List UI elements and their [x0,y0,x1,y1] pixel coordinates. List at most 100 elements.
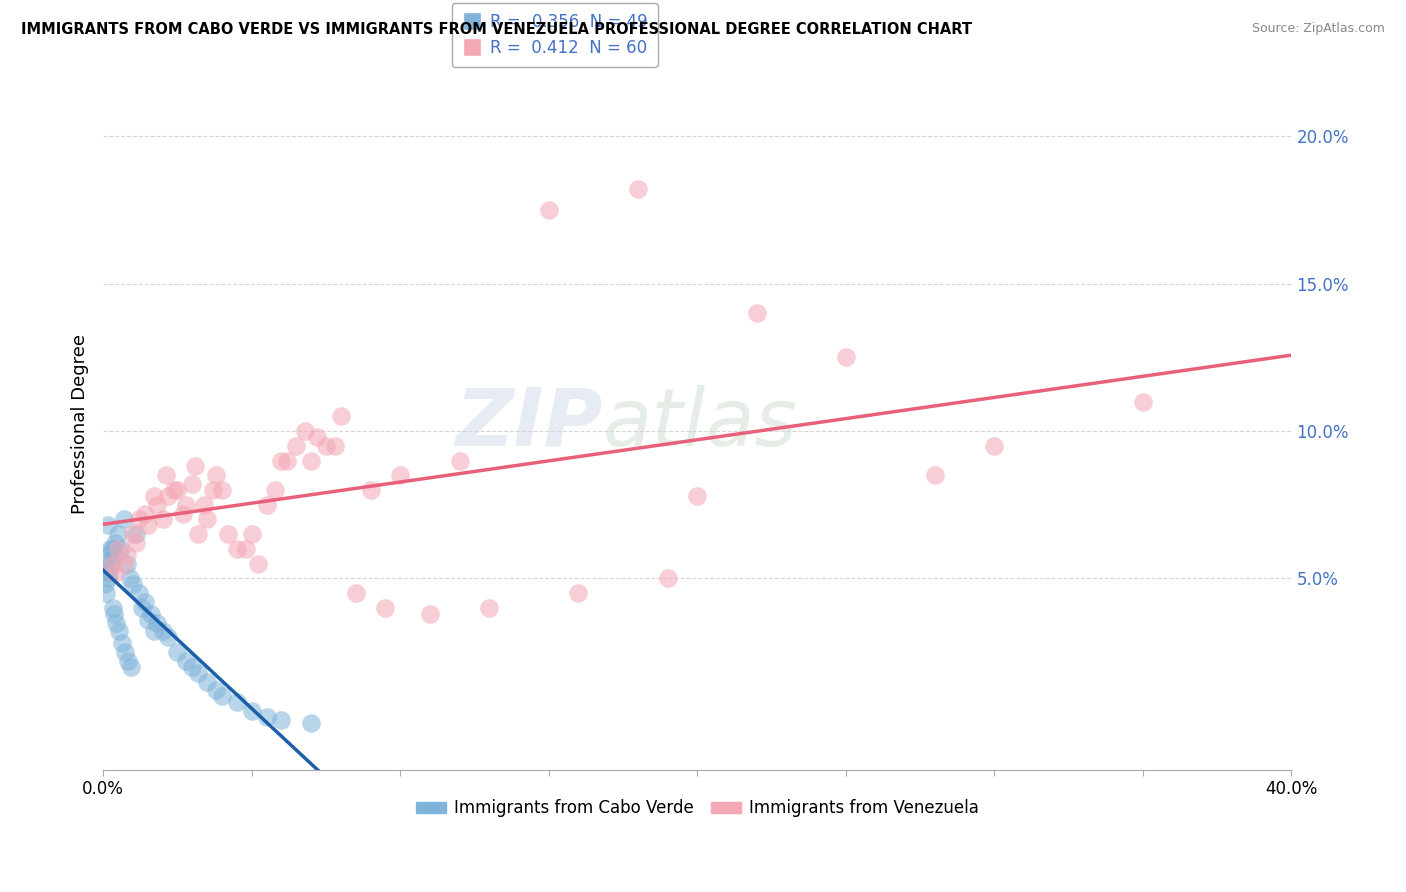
Point [103,607,125,621]
Y-axis label: Professional Degree: Professional Degree [72,334,89,514]
Point [101,541,124,556]
Point [184,459,207,474]
Point [176,654,198,668]
Point [374,601,396,615]
Point [285,439,308,453]
Point [98,541,121,556]
Point [449,453,471,467]
Point [94,563,117,577]
Point [745,306,768,320]
Point [240,704,263,718]
Point [567,586,589,600]
Point [276,453,298,467]
Point [344,586,367,600]
Point [835,351,858,365]
Point [97,518,120,533]
Point [389,468,412,483]
Point [101,601,124,615]
Point [478,601,501,615]
Point [329,409,352,424]
Text: IMMIGRANTS FROM CABO VERDE VS IMMIGRANTS FROM VENEZUELA PROFESSIONAL DEGREE CORR: IMMIGRANTS FROM CABO VERDE VS IMMIGRANTS… [21,22,972,37]
Point [97,571,120,585]
Point [419,607,441,621]
Point [181,660,204,674]
Point [145,498,167,512]
Point [107,527,129,541]
Point [627,182,650,196]
Point [128,512,150,526]
Point [195,512,218,526]
Point [155,468,177,483]
Point [120,660,142,674]
Point [112,557,135,571]
Point [157,489,180,503]
Point [924,468,946,483]
Point [100,554,122,568]
Point [103,548,125,562]
Point [104,566,127,580]
Point [145,615,167,630]
Point [305,430,328,444]
Point [270,453,292,467]
Point [240,527,263,541]
Point [256,498,278,512]
Point [193,498,215,512]
Point [136,613,159,627]
Point [205,683,228,698]
Legend: Immigrants from Cabo Verde, Immigrants from Venezuela: Immigrants from Cabo Verde, Immigrants f… [409,793,986,824]
Point [105,615,128,630]
Point [217,527,239,541]
Point [657,571,679,585]
Point [294,424,316,438]
Point [142,624,165,639]
Point [94,586,117,600]
Point [176,498,198,512]
Point [315,439,337,453]
Point [983,439,1005,453]
Point [264,483,287,497]
Point [181,477,204,491]
Point [211,483,233,497]
Point [104,536,127,550]
Point [225,541,247,556]
Point [166,483,188,497]
Point [117,654,139,668]
Point [172,507,194,521]
Point [100,557,122,571]
Point [157,631,180,645]
Point [125,536,148,550]
Point [125,527,148,541]
Point [246,557,269,571]
Point [112,512,135,526]
Text: atlas: atlas [602,384,797,463]
Point [121,527,143,541]
Point [256,710,278,724]
Text: Source: ZipAtlas.com: Source: ZipAtlas.com [1251,22,1385,36]
Point [134,595,156,609]
Point [107,541,129,556]
Point [115,557,138,571]
Point [152,624,174,639]
Point [205,468,228,483]
Point [187,527,209,541]
Point [360,483,382,497]
Point [128,586,150,600]
Point [166,645,188,659]
Point [101,557,124,571]
Point [115,548,138,562]
Point [537,202,560,217]
Point [131,601,153,615]
Point [270,713,292,727]
Point [108,624,131,639]
Point [111,636,134,650]
Point [299,453,322,467]
Point [139,607,162,621]
Point [114,645,136,659]
Point [299,715,322,730]
Point [686,489,709,503]
Point [110,541,132,556]
Point [96,548,118,562]
Point [152,512,174,526]
Point [202,483,225,497]
Point [134,507,156,521]
